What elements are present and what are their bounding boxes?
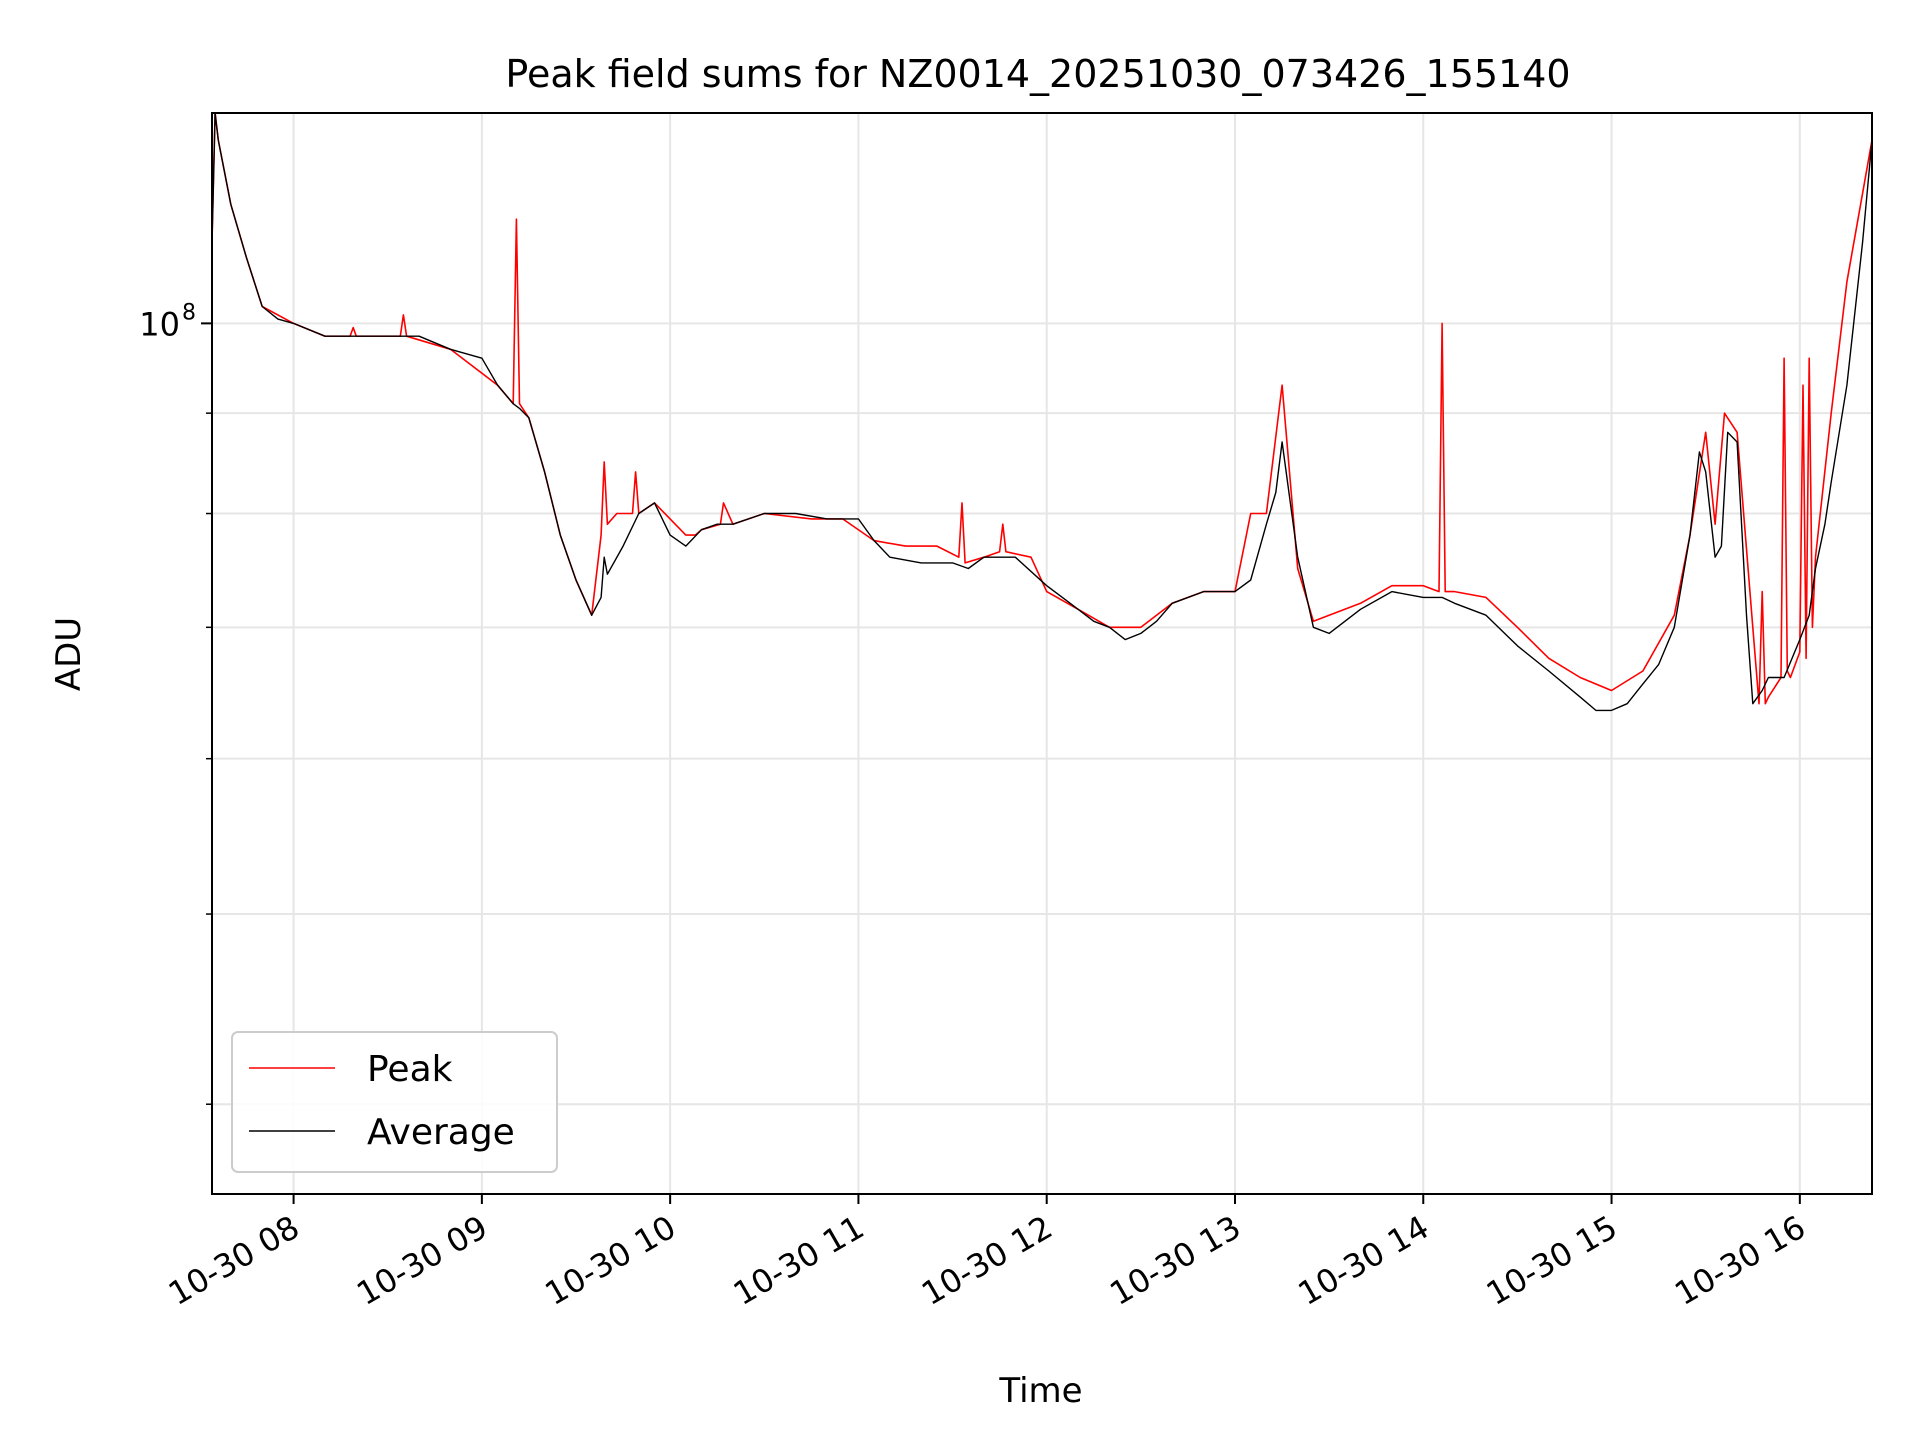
x-tick-label: 10-30 15 (1480, 1208, 1624, 1313)
x-axis-label: Time (998, 1371, 1082, 1411)
series-line-peak (211, 112, 1873, 705)
x-tick-label: 10-30 14 (1292, 1208, 1436, 1313)
plot-frame (211, 112, 1873, 1195)
y-axis: 10 8 (139, 300, 212, 1105)
x-tick-label: 10-30 10 (539, 1208, 683, 1313)
series-line-average (211, 112, 1873, 712)
x-tick-label: 10-30 16 (1668, 1208, 1812, 1313)
legend-box (231, 1031, 558, 1173)
series-layer (211, 112, 1873, 712)
legend: Peak Average (231, 1031, 558, 1173)
legend-label-average: Average (367, 1112, 515, 1153)
y-tick-label: 10 (139, 305, 180, 343)
x-tick-label: 10-30 12 (915, 1208, 1059, 1313)
x-tick-label: 10-30 09 (350, 1208, 494, 1313)
x-axis: 10-30 08 10-30 09 10-30 10 10-30 11 10-30 12… (162, 1194, 1812, 1313)
x-tick-label: 10-30 08 (162, 1208, 306, 1313)
x-tick-label: 10-30 11 (727, 1208, 871, 1313)
grid (212, 113, 1872, 1194)
y-axis-label: ADU (49, 617, 89, 691)
y-tick-exponent: 8 (182, 300, 196, 325)
x-tick-label: 10-30 13 (1103, 1208, 1247, 1313)
legend-label-peak: Peak (367, 1049, 453, 1090)
chart-title: Peak field sums for NZ0014_20251030_0734… (505, 52, 1570, 96)
